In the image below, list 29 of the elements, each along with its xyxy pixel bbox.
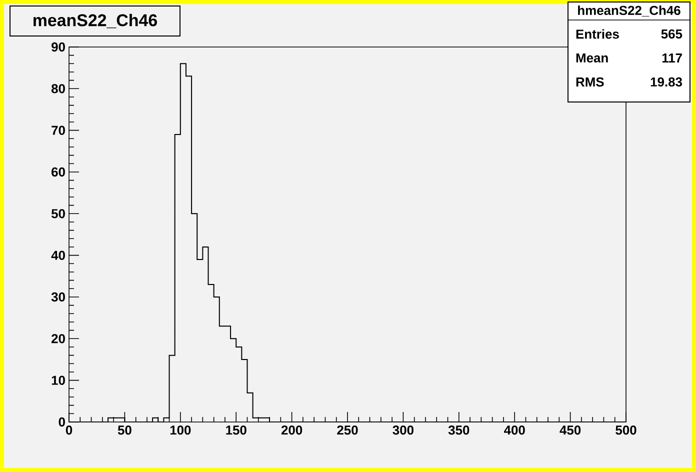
x-tick-label: 450 bbox=[560, 426, 581, 435]
chart-title: meanS22_Ch46 bbox=[34, 14, 157, 28]
y-tick-label: 60 bbox=[52, 167, 65, 177]
text: 117 bbox=[662, 54, 682, 62]
x-tick-label: 150 bbox=[226, 426, 246, 435]
text: Entries bbox=[576, 29, 619, 39]
y-tick-label: 90 bbox=[52, 42, 65, 52]
x-tick-label: 200 bbox=[281, 426, 302, 435]
x-tick-label: 100 bbox=[170, 426, 191, 435]
x-tick-label: 400 bbox=[504, 426, 525, 435]
annotation: RMS bbox=[576, 77, 604, 87]
x-tick-label: 300 bbox=[392, 426, 414, 435]
y-tick-label: 70 bbox=[52, 126, 65, 135]
y-tick-label: 10 bbox=[52, 376, 65, 385]
y-tick-label: 30 bbox=[51, 292, 65, 302]
x-tick-label: 0 bbox=[66, 426, 72, 435]
text: 565 bbox=[661, 29, 682, 39]
text: hmeanS22_Ch46 bbox=[578, 6, 680, 16]
y-tick-label: 20 bbox=[52, 334, 65, 344]
y-tick-label: 80 bbox=[51, 84, 65, 94]
y-tick-label: 50 bbox=[51, 209, 65, 218]
text: 19.83 bbox=[650, 77, 682, 87]
y-tick-label: 0 bbox=[58, 417, 65, 427]
annotation: Mean bbox=[576, 53, 608, 63]
x-tick-label: 250 bbox=[337, 426, 358, 435]
x-tick-label: 350 bbox=[448, 426, 470, 435]
x-tick-label: 500 bbox=[616, 426, 636, 435]
x-tick-label: 50 bbox=[118, 426, 132, 435]
y-tick-label: 40 bbox=[51, 250, 65, 260]
